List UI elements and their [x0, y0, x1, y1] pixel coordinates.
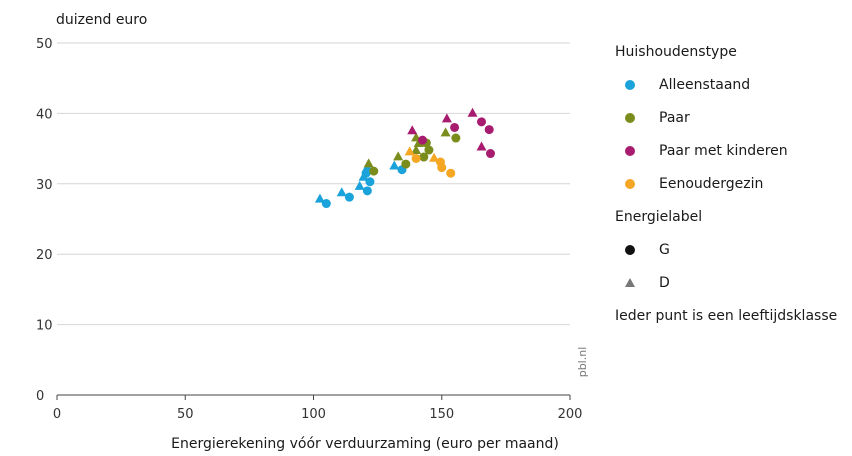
data-point-triangle: [476, 141, 487, 151]
legend-label: D: [659, 275, 670, 291]
legend-item: Alleenstaand: [615, 74, 850, 107]
legend-swatch: [615, 107, 659, 129]
legend-item: Eenoudergezin: [615, 173, 850, 206]
legend-energylabel-title: Energielabel: [615, 209, 703, 225]
data-point-circle: [344, 192, 354, 202]
gridlines: [57, 42, 570, 326]
x-axis-title: Energierekening vóór verduurzaming (euro…: [171, 436, 559, 452]
legend-household-title: Huishoudenstype: [615, 44, 737, 60]
legend-label: G: [659, 242, 670, 258]
data-point-circle: [477, 117, 487, 127]
circle-icon: [615, 239, 659, 261]
data-point-circle: [411, 153, 421, 163]
legend-item: G: [615, 239, 850, 272]
x-tick-label: 200: [558, 407, 583, 422]
data-point-triangle: [336, 187, 347, 197]
data-point-triangle: [363, 158, 374, 168]
y-tick-label: 30: [36, 178, 53, 193]
y-tick-label: 40: [36, 107, 53, 122]
legend-note: Ieder punt is een leeftijdsklasse: [615, 308, 838, 324]
data-point-triangle: [393, 151, 404, 161]
legend-item: D: [615, 272, 850, 305]
triangle-icon: [615, 272, 659, 294]
legend-label: Alleenstaand: [659, 77, 751, 93]
x-tick-label: 150: [429, 407, 454, 422]
legend-item: Paar met kinderen: [615, 140, 850, 173]
y-tick-label: 50: [36, 37, 53, 52]
data-point-circle: [485, 149, 495, 159]
data-point-triangle: [467, 107, 478, 117]
data-point-circle: [450, 122, 460, 132]
data-point-circle: [362, 186, 372, 196]
y-axis-title: duizend euro: [56, 12, 147, 28]
data-point-triangle: [389, 160, 400, 170]
data-point-circle: [401, 159, 411, 169]
data-point-triangle: [441, 113, 452, 123]
scatter-chart: 0 10 20 30 40 50 0 50 100 150 200 duizend euro Ene…: [36, 12, 589, 452]
legend-household-items: Alleenstaand Paar Paar met kinderen Eenoude…: [615, 74, 850, 206]
data-point-triangle: [429, 152, 440, 162]
legend-swatch: [615, 74, 659, 96]
x-tick-label: 100: [301, 407, 326, 422]
data-point-triangle: [404, 146, 415, 156]
x-tick-label: 50: [177, 407, 194, 422]
y-tick-label: 10: [36, 319, 53, 334]
y-tick-label: 20: [36, 248, 53, 263]
legend-swatch: [615, 140, 659, 162]
legend-label: Eenoudergezin: [659, 176, 764, 192]
data-point-circle: [451, 133, 461, 143]
axes: 0 10 20 30 40 50 0 50 100 150 200: [36, 37, 582, 422]
data-point-triangle: [358, 171, 369, 181]
data-point-circle: [418, 135, 428, 145]
legend: Huishoudenstype Alleenstaand Paar Paar met…: [615, 41, 850, 327]
source-watermark: pbl.nl: [576, 347, 589, 378]
legend-label: Paar met kinderen: [659, 143, 788, 159]
data-point-triangle: [354, 180, 365, 190]
data-point-circle: [369, 166, 379, 176]
data-point-circle: [419, 152, 429, 162]
legend-swatch: [615, 173, 659, 195]
data-point-triangle: [440, 127, 451, 137]
data-point-triangle: [407, 125, 418, 135]
x-tick-label: 0: [53, 407, 61, 422]
data-point-circle: [446, 168, 456, 178]
legend-label: Paar: [659, 110, 690, 126]
y-tick-label: 0: [36, 389, 44, 404]
data-point-circle: [435, 157, 445, 167]
data-point-circle: [484, 125, 494, 135]
data-point-circle: [424, 145, 434, 155]
data-points: [314, 107, 495, 209]
data-point-triangle: [411, 145, 422, 155]
legend-item: Paar: [615, 107, 850, 140]
data-point-triangle: [314, 193, 325, 203]
